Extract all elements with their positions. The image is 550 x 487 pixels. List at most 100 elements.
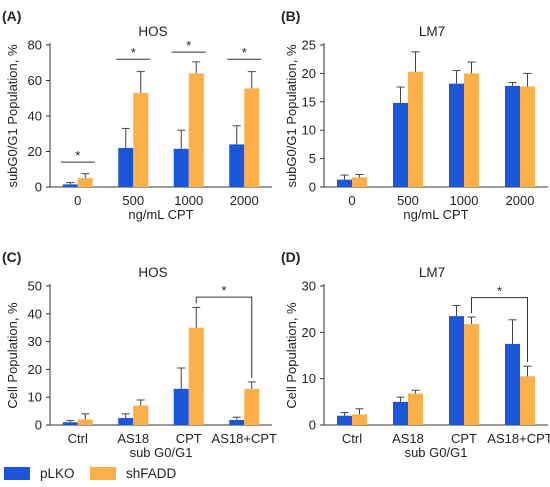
panel-b-bar-plko-0 (337, 179, 352, 187)
panel-b-bar-plko-500 (393, 102, 408, 187)
panel-a-y-tick-label-80: 80 (28, 38, 42, 53)
panel-c-significance-star-0: * (221, 283, 226, 298)
panel-a-x-tick-label-2000: 2000 (230, 193, 259, 208)
panel-a-bar-shfadd-1000 (188, 73, 204, 187)
legend-item-plko: pLKO (4, 463, 75, 483)
panel-c-y-tick-label-20: 20 (28, 362, 42, 377)
panel-b-y-axis-title: subG0/G1 Population, % (284, 44, 299, 188)
panel-d-x-tick-label-as18-cpt: AS18+CPT (487, 431, 550, 446)
panel-c-bar-shfadd-ctrl (77, 419, 93, 425)
panel-c-bar-shfadd-as18 (133, 405, 149, 425)
panel-c-significance-bracket-0 (195, 296, 253, 378)
panel-c-bar-plko-as18 (118, 418, 134, 425)
panel-b-letter: (B) (281, 8, 300, 24)
panel-c-title: HOS (138, 265, 167, 280)
panel-c-y-tick-label-10: 10 (28, 390, 42, 405)
panel-b-x-tick-label-1000: 1000 (450, 193, 479, 208)
panel-c-y-tick-label-0: 0 (35, 418, 42, 433)
panel-a-y-tick-label-20: 20 (28, 144, 42, 159)
panel-b-y-tick-label-10: 10 (302, 123, 316, 138)
panel-c-x-tick-label-cpt: CPT (176, 431, 202, 446)
panel-a-bar-plko-500 (118, 147, 134, 187)
panel-d-bar-shfadd-cpt (464, 323, 479, 425)
panel-d-bar-shfadd-as18-cpt (520, 376, 535, 425)
panel-c-y-tick-label-30: 30 (28, 334, 42, 349)
legend-label-plko: pLKO (40, 465, 75, 481)
panel-b-x-tick-label-500: 500 (397, 193, 419, 208)
panel-b-bar-shfadd-0 (352, 177, 367, 187)
legend-item-shfadd: shFADD (90, 463, 176, 483)
panel-c-x-tick-label-as18-cpt: AS18+CPT (212, 431, 277, 446)
panel-b: (B) LM7 0 5 10 15 20 25 0 500 1000 2000 subG0/G1 Pop… (281, 8, 548, 222)
panel-d-letter: (D) (281, 249, 300, 265)
panel-d: (D) LM7 0 10 20 30 Ctrl AS18 CPT AS18+CPT Cell Pop… (281, 249, 550, 460)
panel-b-y-tick-label-0: 0 (309, 180, 316, 195)
legend-label-shfadd: shFADD (126, 465, 177, 481)
panel-c-x-axis-title: sub G0/G1 (130, 445, 193, 460)
panel-c-bar-plko-cpt (173, 388, 189, 425)
panel-d-x-tick-label-ctrl: Ctrl (342, 431, 362, 446)
panel-d-title: LM7 (419, 265, 445, 280)
panel-a-x-tick-label-500: 500 (122, 193, 144, 208)
panel-d-y-axis-title: Cell Population, % (284, 302, 299, 409)
panel-b-y-tick-label-5: 5 (309, 151, 316, 166)
panel-b-x-tick-label-2000: 2000 (506, 193, 535, 208)
panel-d-bar-plko-cpt (449, 316, 464, 425)
panel-d-significance-bracket-0 (471, 297, 528, 363)
panel-a: (A) HOS 0 20 40 60 80 0 500 1000 2000 subG0/G1 Popu… (2, 8, 272, 222)
panel-d-x-tick-label-cpt: CPT (451, 431, 477, 446)
panel-a-x-tick-label-1000: 1000 (174, 193, 203, 208)
panel-a-y-tick-label-0: 0 (35, 180, 42, 195)
panel-d-bar-shfadd-as18 (408, 393, 423, 425)
panel-b-y-tick-label-15: 15 (302, 94, 316, 109)
panel-d-y-tick-label-30: 30 (302, 279, 316, 294)
panel-a-bar-shfadd-500 (133, 92, 149, 187)
panel-b-x-tick-label-0: 0 (348, 193, 355, 208)
panel-a-title: HOS (138, 24, 167, 39)
panel-c-bar-shfadd-as18-cpt (244, 388, 260, 425)
panel-c-bar-plko-ctrl (62, 422, 78, 425)
legend: pLKO shFADD (0, 463, 300, 483)
panel-c-y-tick-label-40: 40 (28, 306, 42, 321)
panel-b-bar-plko-1000 (449, 83, 464, 187)
panel-c-letter: (C) (2, 249, 21, 265)
panel-c-y-tick-label-50: 50 (28, 279, 42, 294)
panel-d-x-tick-label-as18: AS18 (392, 431, 424, 446)
panel-a-bar-plko-0 (62, 184, 78, 187)
panel-d-bar-plko-as18-cpt (505, 343, 520, 425)
panel-a-letter: (A) (2, 8, 21, 24)
panel-c-x-tick-label-as18: AS18 (117, 431, 149, 446)
panel-b-bar-shfadd-500 (408, 71, 423, 187)
panel-c-bar-shfadd-cpt (188, 327, 204, 425)
panel-b-x-axis-title: ng/mL CPT (403, 207, 468, 222)
panel-d-y-tick-label-20: 20 (302, 325, 316, 340)
panel-b-bar-shfadd-2000 (520, 86, 535, 187)
legend-swatch-shfadd (90, 466, 116, 480)
panel-a-x-axis-title: ng/mL CPT (128, 207, 193, 222)
panel-a-significance-star-0: * (75, 148, 80, 163)
panel-a-y-axis-title: subG0/G1 Population, % (5, 44, 20, 188)
panel-a-significance-star-1: * (131, 45, 136, 60)
panel-d-bar-shfadd-ctrl (352, 414, 367, 425)
panel-d-bar-plko-ctrl (337, 415, 352, 425)
panel-a-bar-shfadd-0 (77, 178, 93, 187)
panel-a-y-tick-label-40: 40 (28, 109, 42, 124)
panel-d-bar-plko-as18 (393, 401, 408, 425)
panel-b-bar-plko-2000 (505, 85, 520, 187)
legend-swatch-plko (4, 466, 30, 480)
panel-a-bar-plko-1000 (173, 148, 189, 187)
panel-c-y-axis-title: Cell Population, % (5, 302, 20, 409)
panel-a-y-tick-label-60: 60 (28, 73, 42, 88)
panel-c-bar-plko-as18-cpt (229, 419, 245, 425)
panel-b-bar-shfadd-1000 (464, 73, 479, 187)
panel-d-y-tick-label-0: 0 (309, 418, 316, 433)
panel-d-x-axis-title: sub G0/G1 (405, 445, 468, 460)
panel-a-significance-star-2: * (186, 38, 191, 53)
panel-c: (C) HOS 0 10 20 30 40 50 Ctrl AS18 CPT AS18+CPT Cell… (2, 249, 277, 460)
panel-d-significance-star-0: * (497, 284, 502, 299)
panel-a-x-tick-label-0: 0 (74, 193, 81, 208)
panel-b-y-tick-label-25: 25 (302, 38, 316, 53)
panel-a-bar-shfadd-2000 (244, 88, 260, 187)
panel-b-title: LM7 (419, 24, 445, 39)
